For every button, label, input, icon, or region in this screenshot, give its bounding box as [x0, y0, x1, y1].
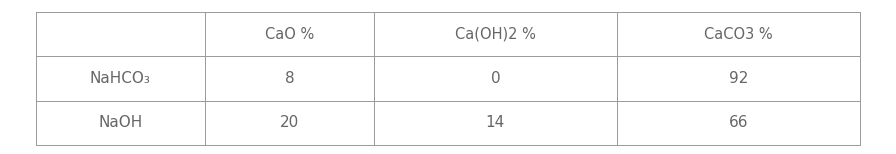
Text: CaCO3 %: CaCO3 %	[704, 27, 773, 42]
Text: 0: 0	[491, 71, 500, 86]
Text: 8: 8	[285, 71, 294, 86]
Text: 14: 14	[486, 115, 505, 130]
Text: NaOH: NaOH	[99, 115, 142, 130]
Text: 20: 20	[280, 115, 299, 130]
Text: NaHCO₃: NaHCO₃	[90, 71, 151, 86]
Text: 66: 66	[728, 115, 748, 130]
Text: Ca(OH)2 %: Ca(OH)2 %	[455, 27, 536, 42]
Text: CaO %: CaO %	[264, 27, 314, 42]
Text: 92: 92	[728, 71, 748, 86]
